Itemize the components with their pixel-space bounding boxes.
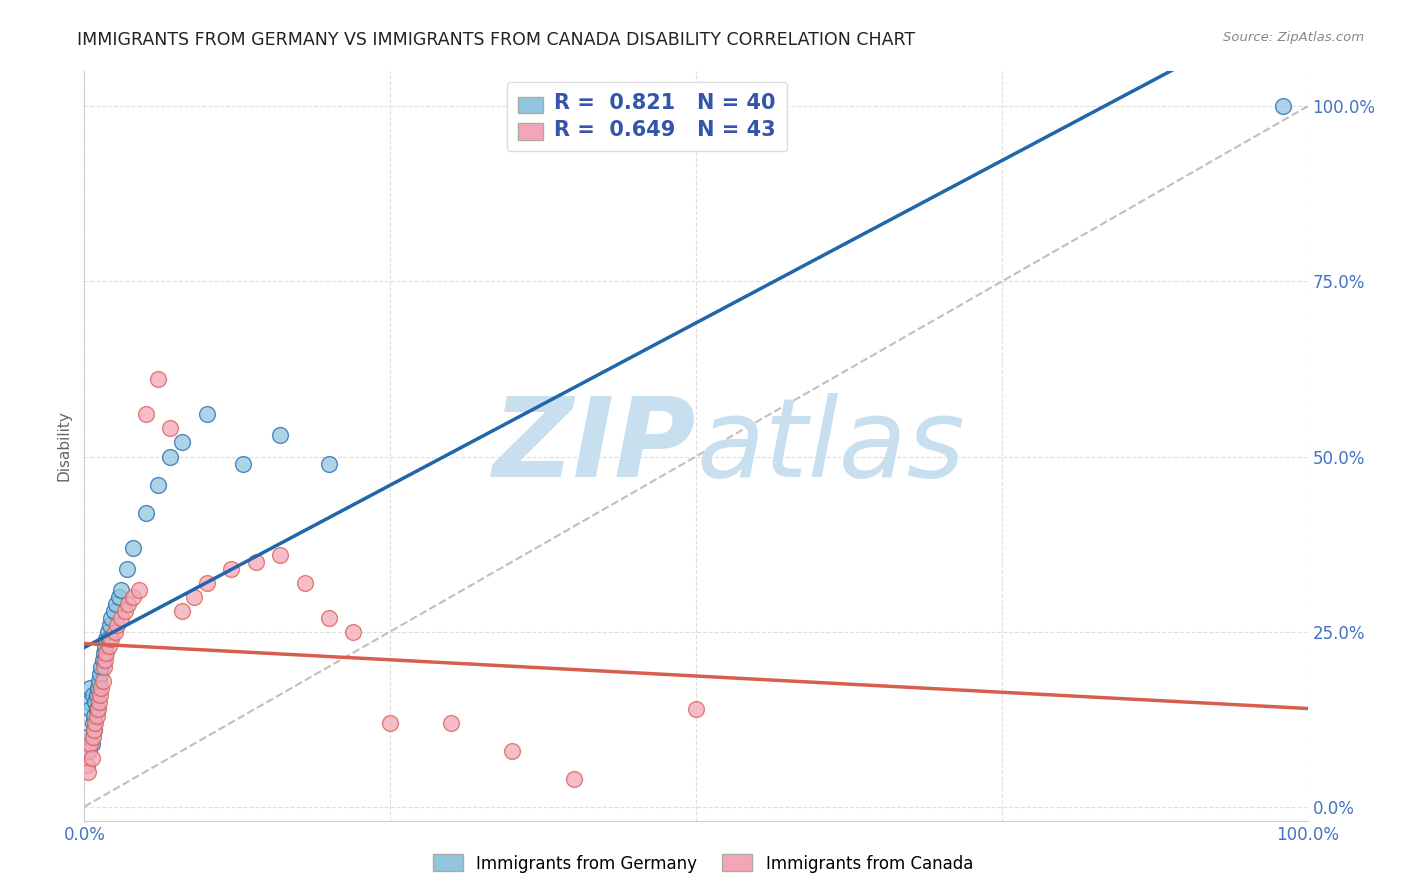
Point — [1272, 99, 1295, 113]
Point — [80, 750, 103, 764]
Y-axis label: Disability: Disability — [56, 410, 72, 482]
Point — [82, 730, 104, 744]
Point — [86, 708, 108, 723]
Point — [96, 632, 118, 646]
Point — [82, 715, 104, 730]
Point — [115, 561, 138, 575]
Point — [135, 408, 157, 422]
Point — [98, 617, 121, 632]
Point — [94, 652, 117, 666]
Point — [90, 681, 112, 695]
Text: ZIP: ZIP — [492, 392, 696, 500]
Point — [105, 617, 128, 632]
Point — [110, 610, 132, 624]
Point — [79, 737, 101, 751]
Point — [685, 701, 707, 715]
Point — [90, 659, 112, 673]
Point — [146, 372, 169, 386]
Point — [219, 561, 242, 575]
Point — [82, 688, 104, 702]
Point — [342, 624, 364, 639]
Point — [87, 695, 110, 709]
Point — [84, 715, 107, 730]
Point — [195, 408, 218, 422]
Point — [87, 673, 110, 688]
Point — [83, 723, 105, 737]
Point — [77, 743, 100, 757]
Point — [380, 715, 402, 730]
Text: IMMIGRANTS FROM GERMANY VS IMMIGRANTS FROM CANADA DISABILITY CORRELATION CHART: IMMIGRANTS FROM GERMANY VS IMMIGRANTS FR… — [77, 31, 915, 49]
Point — [318, 610, 340, 624]
Point — [77, 695, 100, 709]
Point — [84, 695, 107, 709]
Point — [96, 646, 118, 660]
Point — [440, 715, 463, 730]
Text: atlas: atlas — [696, 392, 965, 500]
Point — [562, 772, 585, 786]
Point — [97, 624, 120, 639]
Point — [172, 435, 194, 450]
Point — [91, 652, 114, 666]
Point — [89, 666, 111, 681]
Text: Source: ZipAtlas.com: Source: ZipAtlas.com — [1223, 31, 1364, 45]
Point — [107, 590, 129, 604]
Point — [93, 646, 115, 660]
Point — [79, 681, 101, 695]
Point — [77, 743, 100, 757]
Point — [77, 764, 100, 779]
Point — [87, 701, 110, 715]
Point — [87, 681, 110, 695]
Point — [89, 688, 111, 702]
Point — [76, 730, 98, 744]
Point — [122, 541, 145, 555]
Point — [128, 582, 150, 597]
Point — [135, 506, 157, 520]
Point — [245, 555, 267, 569]
Legend: Immigrants from Germany, Immigrants from Canada: Immigrants from Germany, Immigrants from… — [426, 847, 980, 880]
Point — [97, 632, 120, 646]
Point — [86, 688, 108, 702]
Point — [91, 673, 114, 688]
Point — [103, 603, 125, 617]
Point — [105, 597, 128, 611]
Point — [79, 701, 101, 715]
Point — [146, 477, 169, 491]
Point — [232, 457, 254, 471]
Point — [269, 548, 291, 562]
Point — [183, 590, 205, 604]
Point — [93, 659, 115, 673]
Point — [86, 701, 108, 715]
Legend: R =  0.821   N = 40, R =  0.649   N = 43: R = 0.821 N = 40, R = 0.649 N = 43 — [508, 82, 787, 152]
Point — [122, 590, 145, 604]
Point — [110, 582, 132, 597]
Point — [294, 575, 316, 590]
Point — [83, 708, 105, 723]
Point — [195, 575, 218, 590]
Point — [159, 450, 181, 464]
Point — [269, 428, 291, 442]
Point — [159, 421, 181, 435]
Point — [502, 743, 524, 757]
Point — [76, 757, 98, 772]
Point — [97, 639, 120, 653]
Point — [100, 610, 122, 624]
Point — [318, 457, 340, 471]
Point — [117, 597, 139, 611]
Point — [114, 603, 136, 617]
Point — [172, 603, 194, 617]
Point — [100, 632, 122, 646]
Point — [94, 639, 117, 653]
Point — [104, 624, 127, 639]
Point — [80, 737, 103, 751]
Point — [83, 723, 105, 737]
